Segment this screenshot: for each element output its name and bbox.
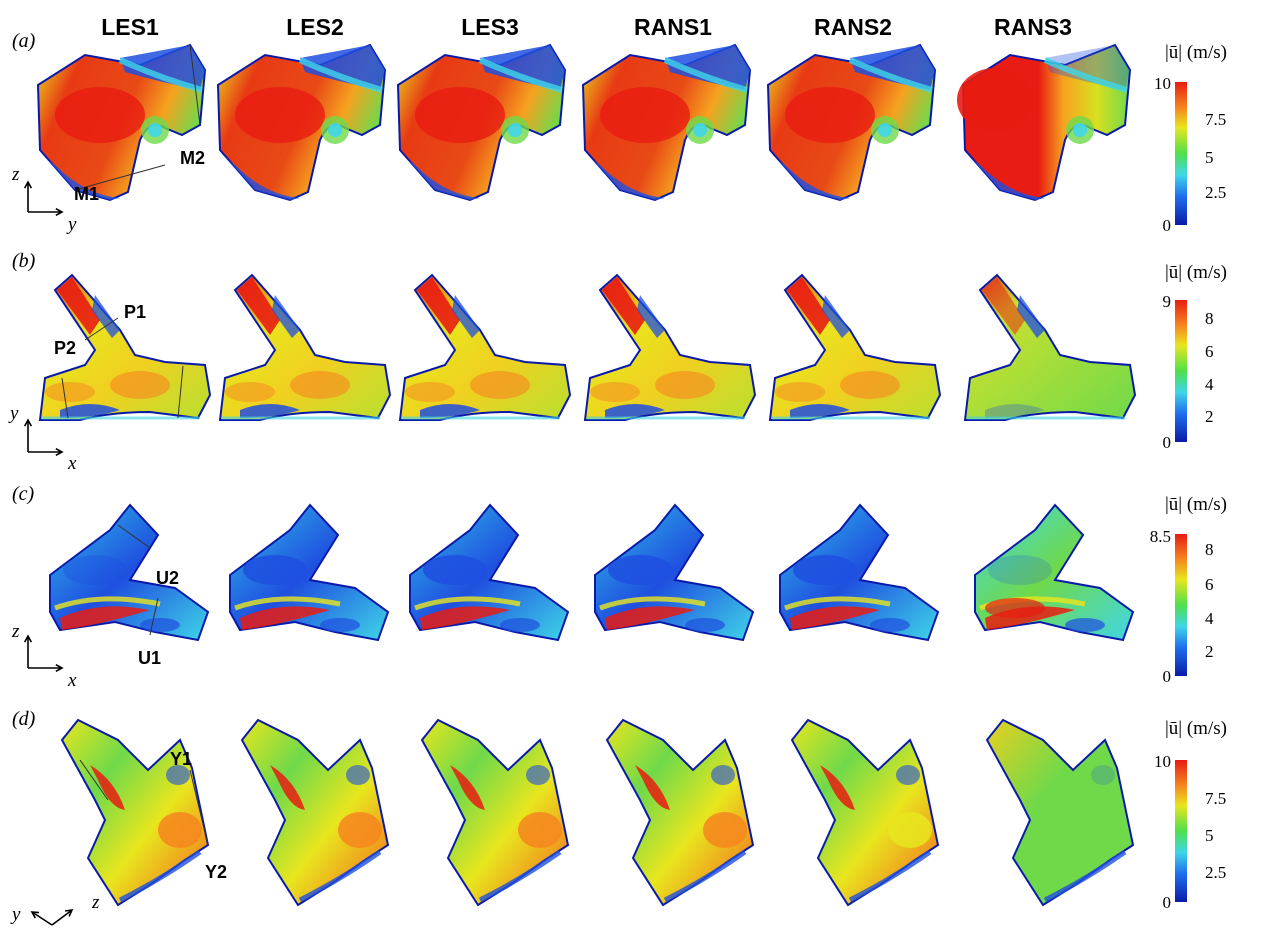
- colorbar-title-a: |ū| (m/s): [1165, 42, 1227, 63]
- axis-label-d-right: z: [92, 892, 100, 913]
- marker-u2: U2: [156, 568, 180, 588]
- contour-c-1: [49, 503, 210, 642]
- colorbar-max-a: 10: [1154, 74, 1171, 93]
- column-header-rans3: RANS3: [994, 14, 1072, 40]
- colorbar-min-d: 0: [1162, 893, 1172, 912]
- contour-a-3: [396, 43, 567, 202]
- colorbar-title-c: |ū| (m/s): [1165, 494, 1227, 515]
- panel-label-c: (c): [12, 483, 35, 505]
- colorbar-tick-b-4: 2: [1205, 407, 1214, 426]
- colorbar-tick-c-3: 4: [1205, 609, 1214, 628]
- colorbar-tick-c-4: 2: [1205, 642, 1214, 661]
- contour-c-3: [409, 503, 570, 642]
- contour-b-2: [218, 273, 392, 421]
- marker-m1: M1: [74, 184, 100, 204]
- colorbar-tick-d-1: 7.5: [1205, 789, 1227, 808]
- axis-label-a-vertical: z: [12, 164, 20, 185]
- colorbar-max-d: 10: [1154, 752, 1171, 771]
- colorbar-title-d: |ū| (m/s): [1165, 718, 1227, 739]
- axis-label-a-horizontal: y: [68, 214, 77, 235]
- contour-d-5: [790, 718, 940, 907]
- marker-y2: Y2: [205, 862, 228, 882]
- column-header-rans2: RANS2: [814, 14, 892, 40]
- contour-c-6: [974, 503, 1135, 642]
- panel-label-b: (b): [12, 250, 36, 272]
- contour-a-2: [216, 43, 387, 202]
- column-header-les1: LES1: [101, 14, 159, 40]
- marker-u1: U1: [138, 648, 162, 668]
- colorbar-tick-b-2: 6: [1205, 342, 1214, 361]
- colorbar-tick-c-1: 8: [1205, 540, 1214, 559]
- axis-label-b-horizontal: x: [68, 453, 77, 474]
- colorbar-d: [1175, 760, 1187, 902]
- colorbar-tick-a-1: 7.5: [1205, 110, 1227, 129]
- colorbar-title-b: |ū| (m/s): [1165, 262, 1227, 283]
- contour-a-6: [957, 43, 1132, 202]
- contour-a-1: [36, 43, 207, 202]
- column-header-les2: LES2: [286, 14, 344, 40]
- contour-c-4: [594, 503, 755, 642]
- colorbar-min-a: 0: [1162, 216, 1172, 235]
- contour-a-5: [766, 43, 937, 202]
- colorbar-tick-b-1: 8: [1205, 309, 1214, 328]
- contour-b-4: [583, 273, 757, 421]
- contour-b-3: [398, 273, 572, 421]
- colorbar-c: [1175, 534, 1187, 676]
- marker-p1: P1: [124, 302, 147, 322]
- panel-label-a: (a): [12, 30, 36, 52]
- column-header-rans1: RANS1: [634, 14, 712, 40]
- colorbar-tick-d-2: 5: [1205, 826, 1214, 845]
- axis-label-c-horizontal: x: [68, 670, 77, 691]
- contour-c-2: [229, 503, 390, 642]
- colorbar-tick-a-3: 2.5: [1205, 183, 1227, 202]
- contour-d-4: [605, 718, 755, 907]
- contour-d-6: [985, 718, 1135, 907]
- axis-label-c-vertical: z: [12, 621, 20, 642]
- colorbar-a: [1175, 82, 1187, 225]
- marker-y1: Y1: [170, 749, 193, 769]
- contour-c-5: [779, 503, 940, 642]
- colorbar-tick-c-2: 6: [1205, 575, 1214, 594]
- colorbar-max-c: 8.5: [1149, 527, 1171, 546]
- contour-b-6: [963, 273, 1137, 421]
- contour-b-5: [768, 273, 942, 421]
- marker-m2: M2: [180, 148, 206, 168]
- colorbar-min-c: 0: [1162, 667, 1172, 686]
- contour-a-4: [581, 43, 752, 202]
- colorbar-tick-a-2: 5: [1205, 148, 1214, 167]
- contour-d-1: [60, 718, 210, 907]
- colorbar-tick-d-3: 2.5: [1205, 863, 1227, 882]
- colorbar-max-b: 9: [1162, 292, 1172, 311]
- contour-d-2: [240, 718, 390, 907]
- axis-label-d-left: y: [12, 904, 21, 925]
- contour-b-1: [38, 273, 212, 421]
- contour-d-3: [420, 718, 570, 907]
- panel-label-d: (d): [12, 708, 36, 730]
- colorbar-min-b: 0: [1162, 433, 1172, 452]
- axis-label-b-vertical: y: [10, 403, 19, 424]
- column-header-les3: LES3: [461, 14, 519, 40]
- colorbar-b: [1175, 300, 1187, 442]
- marker-p2: P2: [54, 338, 77, 358]
- colorbar-tick-b-3: 4: [1205, 375, 1214, 394]
